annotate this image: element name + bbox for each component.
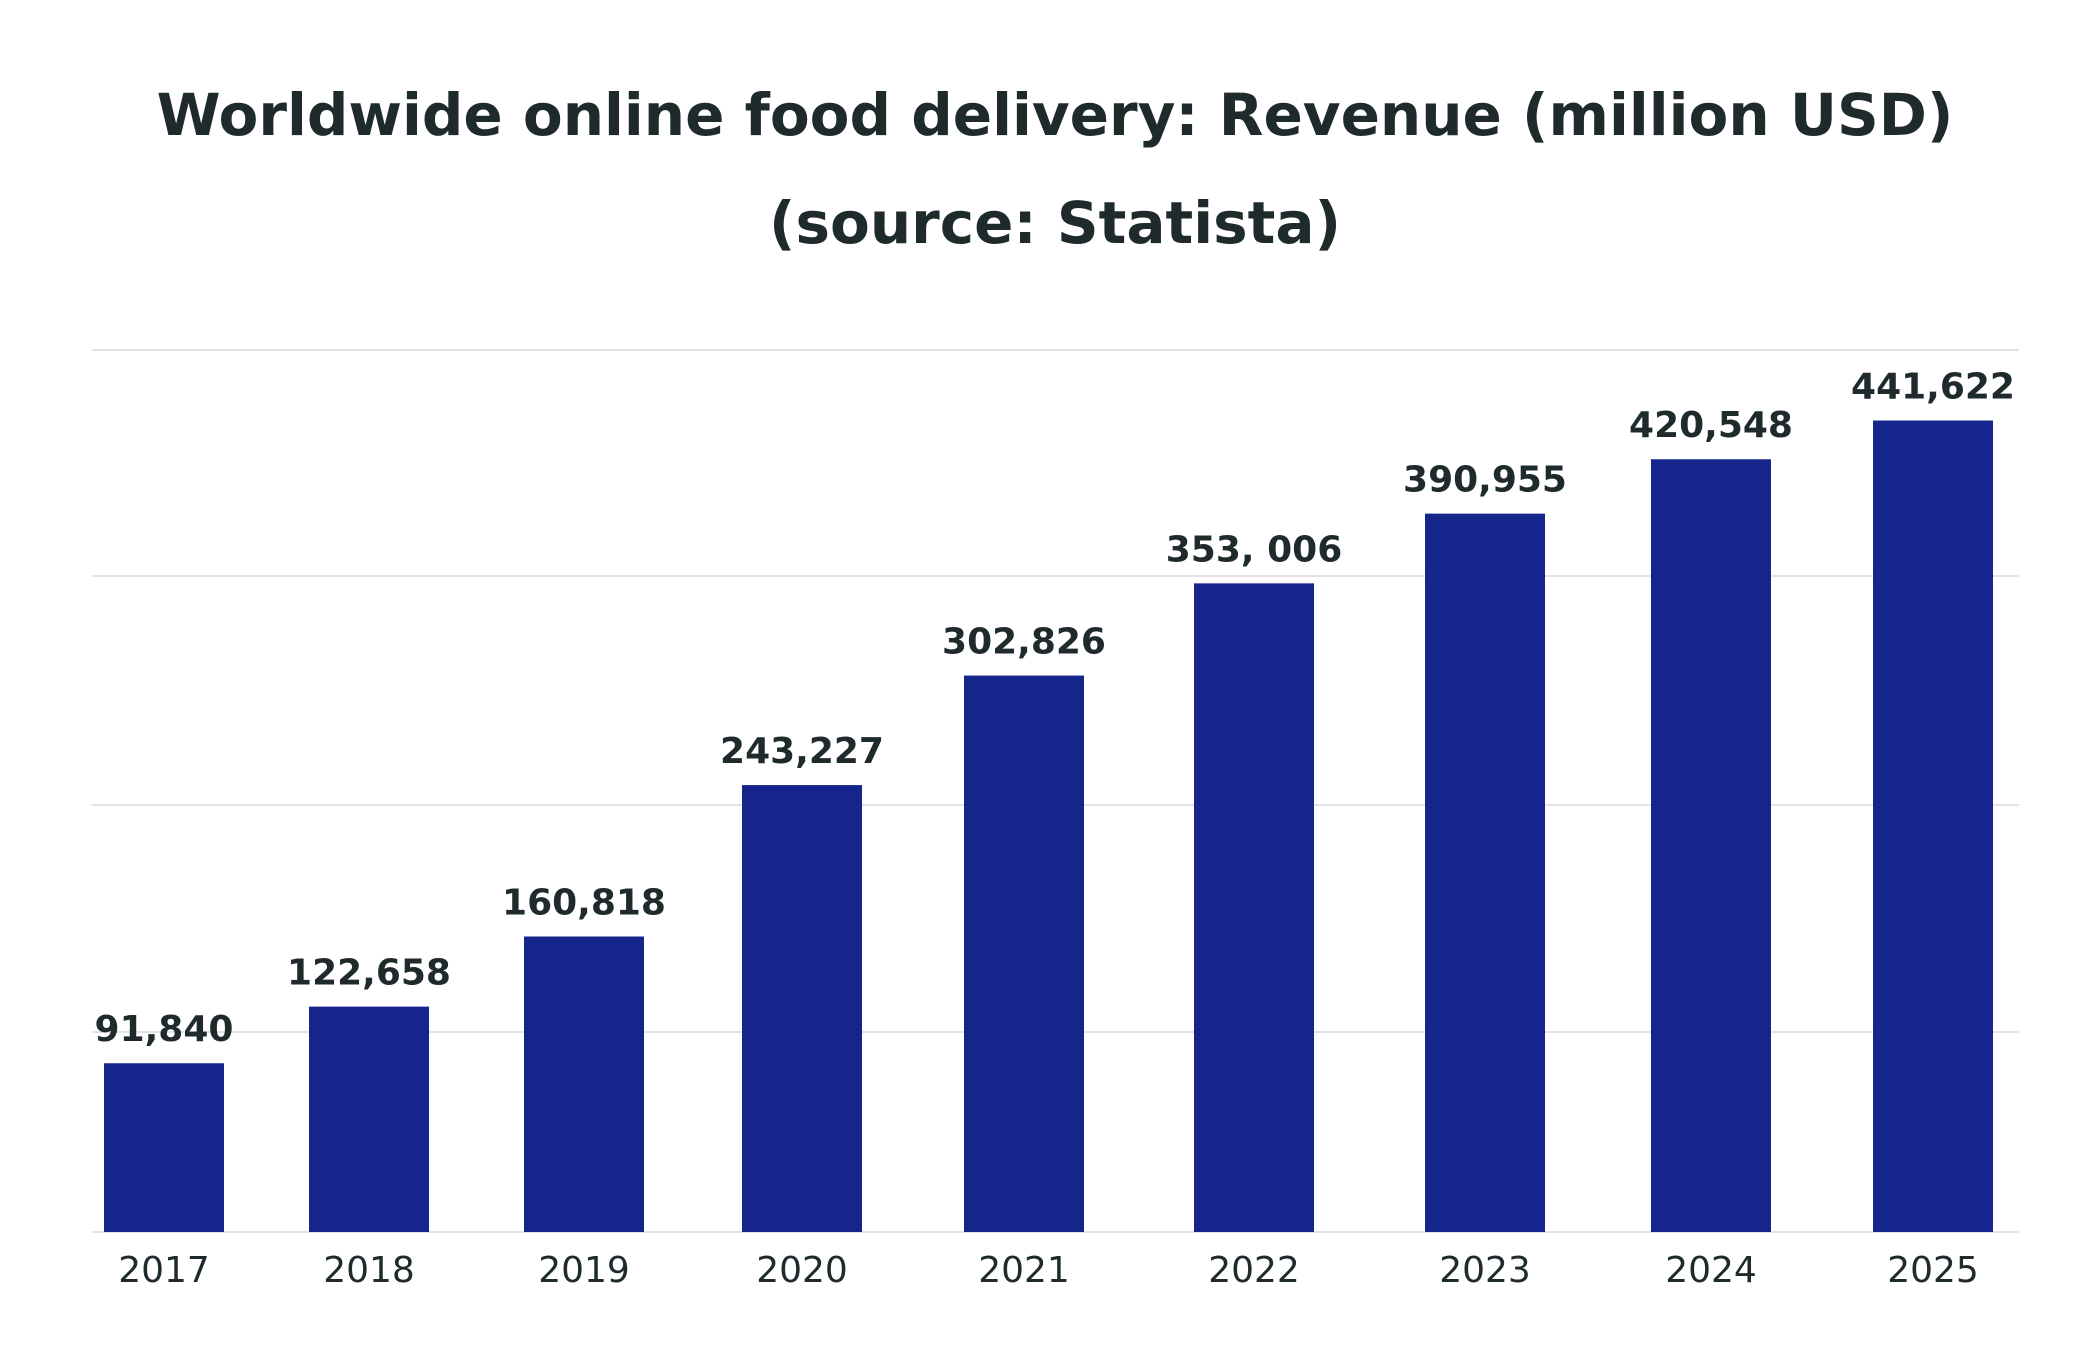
data-label-2021: 302,826 — [942, 622, 1106, 663]
bar-2019 — [524, 936, 644, 1232]
x-tick-label: 2023 — [1439, 1250, 1531, 1291]
chart-title: Worldwide online food delivery: Revenue … — [157, 81, 1954, 149]
bar-2025 — [1873, 420, 1993, 1233]
x-tick-label: 2024 — [1665, 1250, 1757, 1291]
x-tick-label: 2019 — [538, 1250, 630, 1291]
x-tick-label: 2021 — [978, 1250, 1070, 1291]
x-tick-label: 2018 — [323, 1250, 415, 1291]
data-label-2025: 441,622 — [1851, 367, 2015, 408]
data-label-2023: 390,955 — [1403, 460, 1567, 501]
bar-2022 — [1194, 583, 1314, 1232]
x-tick-label: 2025 — [1887, 1250, 1979, 1291]
data-label-2017: 91,840 — [95, 1009, 234, 1050]
bar-2024 — [1651, 459, 1771, 1232]
x-tick-label: 2017 — [118, 1250, 210, 1291]
data-label-2019: 160,818 — [502, 882, 666, 923]
bar-2017 — [104, 1063, 224, 1232]
chart-subtitle: (source: Statista) — [769, 189, 1341, 257]
data-label-2022: 353, 006 — [1166, 529, 1343, 570]
x-tick-label: 2020 — [756, 1250, 848, 1291]
bar-2020 — [742, 785, 862, 1232]
x-tick-label: 2022 — [1208, 1250, 1300, 1291]
data-label-2020: 243,227 — [720, 731, 884, 772]
bar-2018 — [309, 1006, 429, 1232]
data-label-2024: 420,548 — [1629, 405, 1793, 446]
bar-2023 — [1425, 513, 1545, 1232]
bar-2021 — [964, 675, 1084, 1232]
data-label-2018: 122,658 — [287, 953, 451, 994]
